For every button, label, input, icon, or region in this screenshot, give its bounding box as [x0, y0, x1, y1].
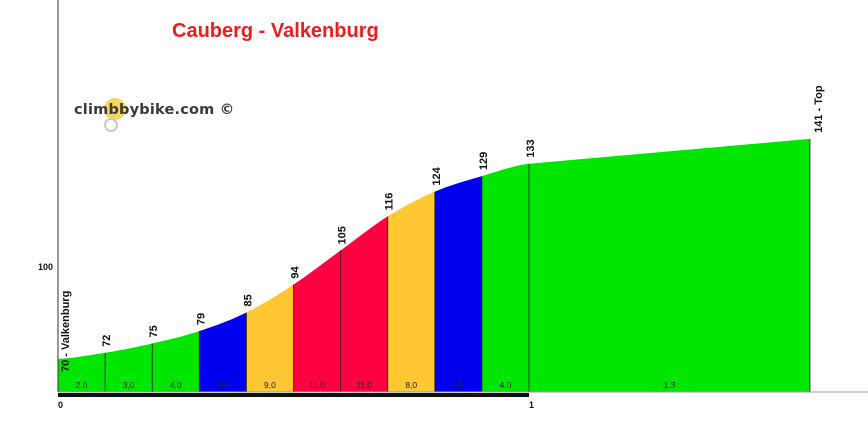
segment-fill [246, 284, 294, 392]
elevation-label: 116 [384, 193, 396, 211]
elevation-label: 105 [337, 226, 349, 244]
chart-title: Cauberg - Valkenburg [172, 20, 379, 42]
segment-gradient-label: 8,0 [405, 380, 417, 390]
segment-gradient-label: 2,0 [76, 380, 88, 390]
x-tick-label: 0 [58, 400, 63, 410]
segment-fill [434, 176, 482, 392]
segment-gradient-label: 4,0 [500, 380, 512, 390]
ticks-layer: 100 0 1 [38, 262, 534, 410]
elevation-label: 75 [148, 325, 160, 337]
labels-layer: 2,0 3,0 4,0 6,0 9,0 11,0 11,0 8,0 5,0 4,0 1,3 70 - … [60, 85, 825, 390]
elevation-label: 70 - Valkenburg [60, 291, 72, 372]
x-tick-label: 1 [529, 400, 534, 410]
y-tick-label: 100 [38, 262, 53, 272]
segment-gradient-label: 4,0 [170, 380, 182, 390]
segment-gradient-label: 11,0 [356, 380, 372, 390]
segment-gradient-label: 1,3 [664, 380, 676, 390]
segment-fill [105, 343, 153, 392]
segment-fill [293, 250, 341, 392]
elevation-label: 133 [525, 139, 537, 157]
elevation-label: 72 [101, 335, 113, 347]
segment-gradient-label: 9,0 [264, 380, 276, 390]
elevation-label: 79 [195, 313, 207, 325]
segment-fill [340, 216, 388, 392]
segments-layer [58, 138, 810, 392]
segment-fill [481, 163, 529, 392]
segment-fill [387, 191, 435, 392]
segment-gradient-label: 5,0 [452, 380, 464, 390]
segment-fill [199, 312, 247, 392]
dividers-layer [104, 138, 811, 392]
logo-rider-icon [104, 118, 118, 132]
segment-fill [529, 138, 810, 392]
elevation-label: 141 - Top [813, 85, 825, 133]
segment-fill [58, 352, 106, 392]
elevation-label: 124 [431, 166, 443, 185]
elevation-label: 129 [478, 152, 490, 170]
axes-layer [57, 0, 868, 397]
elevation-label: 94 [290, 265, 302, 278]
segment-gradient-label: 6,0 [217, 380, 229, 390]
segment-gradient-label: 11,0 [309, 380, 325, 390]
logo-sun-icon [104, 98, 126, 120]
logo-text: climbbybike.com © [74, 102, 235, 118]
segment-gradient-label: 3,0 [123, 380, 135, 390]
segment-fill [152, 331, 200, 392]
elevation-label: 85 [242, 294, 254, 306]
